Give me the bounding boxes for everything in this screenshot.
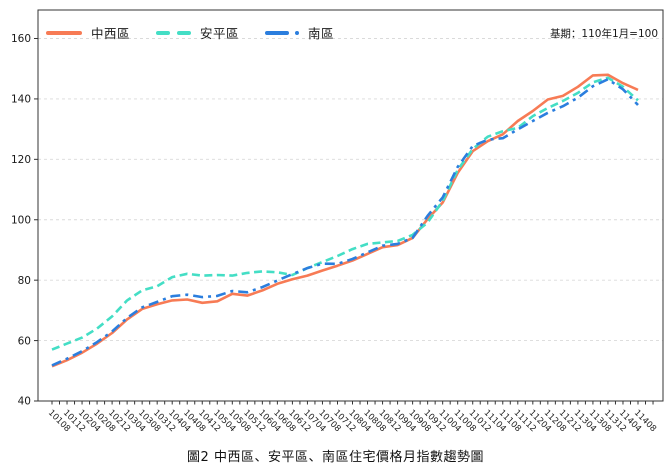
base-period-note: 基期：110年1月=100 — [549, 28, 658, 40]
legend-line-sample-solid — [46, 30, 82, 35]
series-line-0 — [51, 73, 639, 368]
legend-label: 南區 — [308, 26, 335, 41]
dashed-line-icon — [177, 30, 192, 35]
legend-item-anping: 安平區 — [156, 23, 239, 42]
y-tick-label: 120 — [11, 154, 31, 166]
y-tick-label: 40 — [18, 396, 31, 408]
y-tick-label: 160 — [11, 33, 31, 45]
legend-line-sample-dashdot — [265, 30, 300, 35]
chart-title: 圖2 中西區、安平區、南區住宅價格月指數趨勢圖 — [187, 450, 484, 465]
dot-icon — [295, 30, 300, 35]
y-tick-label: 100 — [11, 214, 31, 226]
legend-label: 安平區 — [200, 26, 240, 41]
plot-border — [37, 9, 664, 402]
y-tick-label: 60 — [18, 335, 31, 347]
dashdot-line-icon — [265, 30, 290, 35]
y-tick-label: 80 — [18, 275, 31, 287]
legend: 中西區 安平區 南區 — [46, 23, 334, 42]
y-tick-label: 140 — [11, 94, 31, 106]
legend-label: 中西區 — [91, 26, 131, 41]
legend-item-nan: 南區 — [265, 23, 334, 42]
legend-line-sample-dashed — [156, 30, 192, 35]
series-line-1 — [51, 76, 639, 351]
series-line-2 — [51, 78, 639, 367]
dashed-line-icon — [156, 30, 171, 35]
legend-item-zhongxi: 中西區 — [46, 23, 130, 42]
line-chart-canvas: 4060801001201401601010810112102041020810… — [11, 9, 664, 434]
solid-line-icon — [46, 30, 82, 35]
